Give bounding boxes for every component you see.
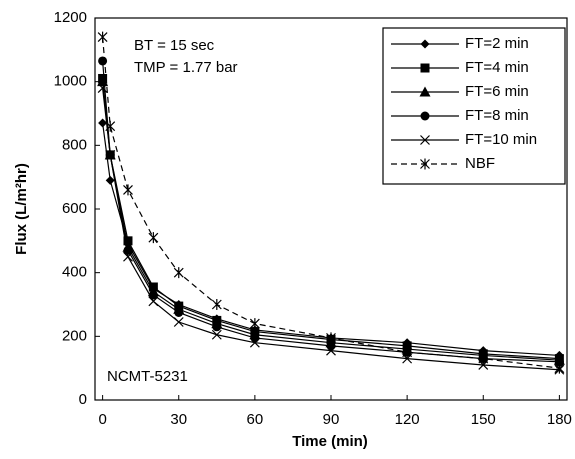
- marker: [420, 135, 430, 145]
- legend-box: [382, 27, 566, 185]
- marker: [420, 158, 430, 170]
- marker: [148, 296, 159, 307]
- y-tick-label: 1000: [54, 73, 87, 90]
- marker: [249, 337, 260, 348]
- marker: [123, 251, 133, 262]
- x-tick-label: 0: [98, 411, 106, 428]
- marker: [174, 307, 184, 317]
- marker: [250, 333, 260, 343]
- annotation: BT = 15 sec: [134, 37, 215, 54]
- y-axis-label: Flux (L/m²hr): [13, 163, 30, 255]
- y-tick-label: 600: [62, 200, 87, 217]
- marker: [212, 322, 222, 332]
- legend-label: FT=10 min: [465, 131, 537, 148]
- marker: [98, 118, 108, 128]
- marker: [420, 39, 430, 49]
- marker: [105, 120, 116, 132]
- y-tick-label: 0: [79, 391, 87, 408]
- marker: [97, 76, 109, 87]
- legend-label: FT=2 min: [465, 35, 529, 52]
- marker: [554, 357, 564, 367]
- marker: [420, 111, 430, 121]
- marker: [326, 332, 336, 344]
- legend-label: NBF: [465, 155, 495, 172]
- annotation: NCMT-5231: [107, 368, 188, 385]
- marker: [554, 362, 565, 374]
- marker: [123, 184, 133, 196]
- y-tick-label: 200: [62, 327, 87, 344]
- marker: [420, 63, 430, 73]
- x-tick-label: 90: [323, 411, 340, 428]
- marker: [211, 299, 222, 310]
- marker: [173, 317, 184, 327]
- marker: [123, 236, 133, 246]
- annotation: TMP = 1.77 bar: [134, 59, 238, 76]
- x-tick-label: 30: [170, 411, 187, 428]
- x-axis-label: Time (min): [292, 433, 368, 450]
- y-tick-label: 400: [62, 264, 87, 281]
- y-tick-label: 1200: [54, 9, 87, 26]
- x-tick-label: 180: [547, 411, 572, 428]
- marker: [105, 149, 116, 160]
- marker: [249, 318, 260, 330]
- marker: [123, 245, 133, 255]
- x-tick-label: 120: [395, 411, 420, 428]
- marker: [402, 346, 413, 358]
- marker: [419, 86, 431, 97]
- legend-label: FT=8 min: [465, 107, 529, 124]
- marker: [326, 345, 336, 356]
- marker: [97, 31, 108, 43]
- marker: [105, 175, 115, 185]
- marker: [97, 83, 108, 93]
- x-tick-label: 60: [247, 411, 264, 428]
- marker: [98, 56, 108, 66]
- marker: [211, 329, 222, 340]
- marker: [173, 267, 184, 279]
- legend-label: FT=6 min: [465, 83, 529, 100]
- x-tick-label: 150: [471, 411, 496, 428]
- marker: [148, 232, 159, 244]
- marker: [478, 353, 489, 365]
- y-tick-label: 800: [62, 136, 87, 153]
- legend-label: FT=4 min: [465, 59, 529, 76]
